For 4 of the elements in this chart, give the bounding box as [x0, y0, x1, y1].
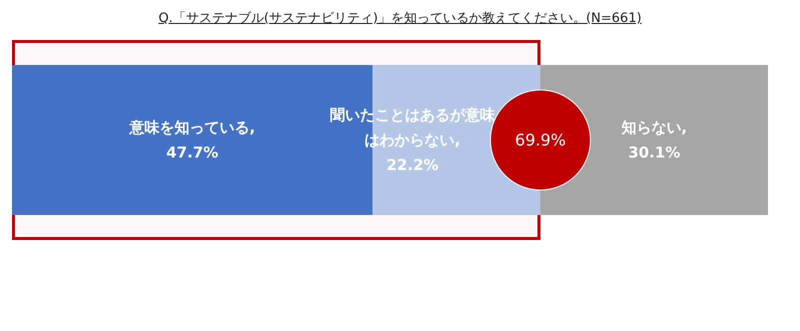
data-label: 意味を知っている, 47.7% — [128, 118, 256, 162]
annotation: 69.9% — [515, 130, 566, 150]
data-label: 知らない, 30.1% — [620, 118, 688, 162]
chart-title: Q.「サステナブル(サステナビリティ)」を知っているか教えてください。(N=661) — [157, 10, 643, 28]
